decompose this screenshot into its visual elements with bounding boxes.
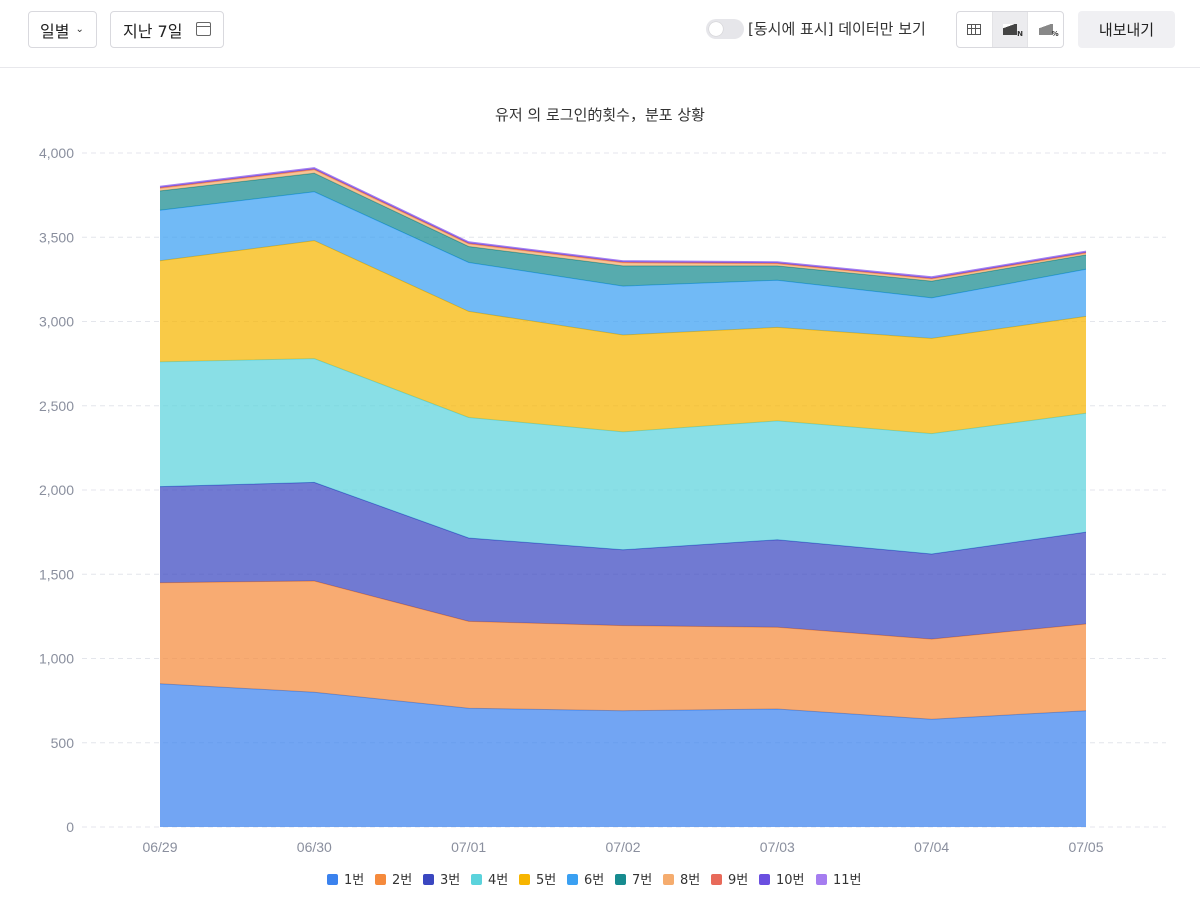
y-tick-label: 4,000 — [39, 145, 74, 161]
view-mode-switcher: N % — [956, 11, 1064, 48]
legend-swatch — [816, 874, 827, 885]
y-tick-label: 2,500 — [39, 398, 74, 414]
date-range-value: 지난 7일 — [123, 21, 183, 41]
view-table-button[interactable] — [957, 12, 993, 47]
legend-label: 9번 — [728, 873, 748, 888]
legend-label: 1번 — [344, 873, 364, 888]
x-tick-label: 07/04 — [914, 839, 949, 855]
export-button[interactable]: 내보내기 — [1078, 11, 1175, 48]
area-3번 — [160, 482, 1086, 640]
legend-label: 3번 — [440, 873, 460, 888]
legend-swatch — [663, 874, 674, 885]
toggle-label: [동시에 표시] 데이터만 보기 — [748, 20, 926, 38]
x-axis: 06/29 06/30 07/01 07/02 07/03 07/04 07/05 — [142, 839, 1103, 855]
stacked-area-chart: 유저 의 로그인的횟수，분포 상황 0 500 1,000 1,500 2,000 2,5… — [39, 106, 1166, 888]
area-4번 — [160, 358, 1086, 554]
y-tick-label: 500 — [51, 735, 75, 751]
stacked-area-icon: N — [1003, 24, 1023, 38]
x-tick-label: 06/30 — [297, 839, 332, 855]
y-tick-label: 1,000 — [39, 651, 74, 667]
simultaneous-data-toggle[interactable] — [706, 18, 744, 39]
simultaneous-data-toggle-group: [동시에 표시] 데이터만 보기 — [706, 18, 926, 39]
x-tick-label: 07/01 — [451, 839, 486, 855]
area-series — [159, 167, 1087, 827]
view-stacked-area-button[interactable]: N — [992, 12, 1029, 47]
legend-item[interactable]: 5번 — [519, 873, 556, 888]
area-1번 — [160, 683, 1086, 827]
legend-swatch — [519, 874, 530, 885]
toggle-knob — [709, 21, 723, 36]
area-7번 — [160, 173, 1086, 298]
legend-item[interactable]: 11번 — [816, 873, 862, 888]
legend-item[interactable]: 7번 — [615, 873, 652, 888]
legend-swatch — [615, 874, 626, 885]
legend-label: 11번 — [833, 873, 862, 888]
legend-swatch — [375, 874, 386, 885]
legend-item[interactable]: 4번 — [471, 873, 508, 888]
chart-title: 유저 의 로그인的횟수，분포 상황 — [495, 106, 705, 124]
y-tick-label: 3,000 — [39, 314, 74, 330]
legend-item[interactable]: 1번 — [327, 873, 364, 888]
legend-swatch — [423, 874, 434, 885]
legend-swatch — [759, 874, 770, 885]
x-tick-label: 07/05 — [1068, 839, 1103, 855]
legend-label: 5번 — [536, 873, 556, 888]
export-label: 내보내기 — [1098, 21, 1155, 39]
legend-item[interactable]: 6번 — [567, 873, 604, 888]
x-tick-label: 06/29 — [142, 839, 177, 855]
percent-area-icon: % — [1038, 24, 1059, 38]
x-tick-label: 07/02 — [605, 839, 640, 855]
legend-swatch — [711, 874, 722, 885]
legend-label: 2번 — [392, 873, 412, 888]
legend-swatch — [327, 874, 338, 885]
view-percent-area-button[interactable]: % — [1028, 12, 1063, 47]
y-tick-label: 0 — [66, 819, 74, 835]
legend-label: 7번 — [632, 873, 652, 888]
legend-label: 4번 — [488, 873, 508, 888]
y-tick-label: 2,000 — [39, 482, 74, 498]
area-line-11번 — [159, 167, 1087, 278]
toolbar: 일별 ⌄ 지난 7일 [동시에 표시] 데이터만 보기 N % 내보내기 — [0, 0, 1200, 68]
legend-swatch — [471, 874, 482, 885]
y-tick-label: 1,500 — [39, 566, 74, 582]
area-8번 — [160, 169, 1086, 282]
legend-item[interactable]: 10번 — [759, 873, 805, 888]
legend-label: 8번 — [680, 873, 700, 888]
x-tick-label: 07/03 — [760, 839, 795, 855]
table-icon — [967, 24, 982, 35]
area-5번 — [160, 240, 1086, 434]
y-axis: 0 500 1,000 1,500 2,000 2,500 3,000 3,500 4,000 — [39, 145, 74, 835]
legend: 1번 2번 3번 4번 5번 6번 7번 8번 9번 10번 11번 — [327, 873, 862, 888]
legend-label: 6번 — [584, 873, 604, 888]
date-range-picker[interactable]: 지난 7일 — [110, 11, 224, 48]
legend-item[interactable]: 9번 — [711, 873, 748, 888]
area-2번 — [160, 581, 1086, 720]
area-6번 — [160, 191, 1086, 339]
legend-item[interactable]: 8번 — [663, 873, 700, 888]
legend-item[interactable]: 3번 — [423, 873, 460, 888]
legend-item[interactable]: 2번 — [375, 873, 412, 888]
legend-label: 10번 — [776, 873, 805, 888]
legend-swatch — [567, 874, 578, 885]
calendar-icon — [196, 22, 211, 36]
chevron-down-icon: ⌄ — [75, 24, 84, 35]
y-tick-label: 3,500 — [39, 229, 74, 245]
granularity-value: 일별 — [40, 21, 70, 41]
granularity-select[interactable]: 일별 ⌄ — [28, 11, 97, 48]
